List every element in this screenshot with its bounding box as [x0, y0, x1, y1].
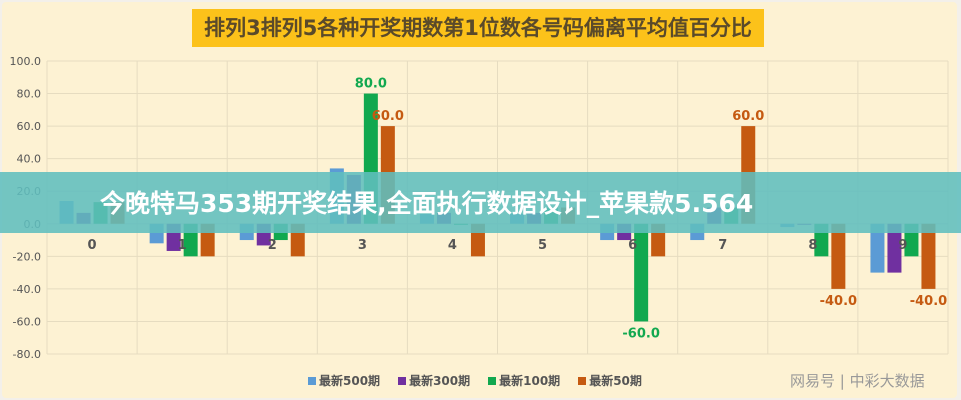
y-tick-label: -20.0	[13, 250, 41, 263]
data-label: 60.0	[732, 109, 764, 124]
y-tick-label: 80.0	[17, 88, 42, 101]
legend-swatch	[488, 376, 497, 385]
data-label: 80.0	[355, 77, 387, 92]
y-tick-label: 40.0	[17, 153, 42, 166]
bar-9-0	[870, 223, 885, 273]
data-label: 60.0	[372, 109, 404, 124]
x-tick-label: 0	[88, 238, 97, 253]
x-tick-label: 5	[538, 238, 547, 253]
x-tick-label: 9	[898, 238, 907, 253]
y-tick-label: -40.0	[13, 283, 41, 296]
y-tick-label: 60.0	[17, 120, 42, 133]
y-tick-label: -60.0	[13, 315, 41, 328]
x-tick-label: 6	[628, 238, 637, 253]
y-tick-label: -80.0	[13, 348, 41, 361]
legend-swatch	[308, 376, 316, 385]
legend-swatch	[578, 376, 587, 385]
legend-item: 最新50期	[578, 372, 642, 389]
x-tick-label: 2	[268, 238, 277, 253]
x-tick-label: 8	[808, 238, 817, 253]
overlay-banner-text: 今晚特马353期开奖结果,全面执行数据设计_苹果款5.564	[100, 189, 754, 218]
data-label: -40.0	[910, 294, 947, 309]
legend-item: 最新300期	[398, 372, 470, 389]
x-tick-label: 4	[448, 238, 457, 253]
bar-6-2	[634, 223, 649, 322]
y-tick-label: 100.0	[10, 55, 42, 68]
overlay-banner: 今晚特马353期开奖结果,全面执行数据设计_苹果款5.564	[0, 172, 961, 233]
x-tick-label: 7	[718, 238, 727, 253]
bar-9-3	[921, 223, 936, 289]
data-label: -40.0	[820, 294, 857, 309]
legend-label: 最新100期	[499, 374, 561, 388]
bar-8-3	[831, 223, 846, 289]
legend-label: 最新300期	[409, 374, 471, 388]
chart-title: 排列3排列5各种开奖期数第1位数各号码偏离平均值百分比	[192, 9, 764, 47]
legend-item: 最新100期	[488, 372, 560, 389]
legend-label: 最新50期	[589, 374, 642, 388]
legend-swatch	[398, 376, 407, 385]
x-tick-label: 1	[178, 238, 187, 253]
legend-item: 最新500期	[308, 372, 380, 389]
bar-9-1	[887, 223, 902, 273]
x-tick-label: 3	[358, 238, 367, 253]
data-label: -60.0	[622, 326, 659, 341]
legend: 最新500期 最新300期 最新100期 最新50期	[308, 372, 642, 389]
legend-label: 最新500期	[319, 374, 381, 388]
watermark: 网易号 | 中彩大数据	[790, 372, 925, 390]
